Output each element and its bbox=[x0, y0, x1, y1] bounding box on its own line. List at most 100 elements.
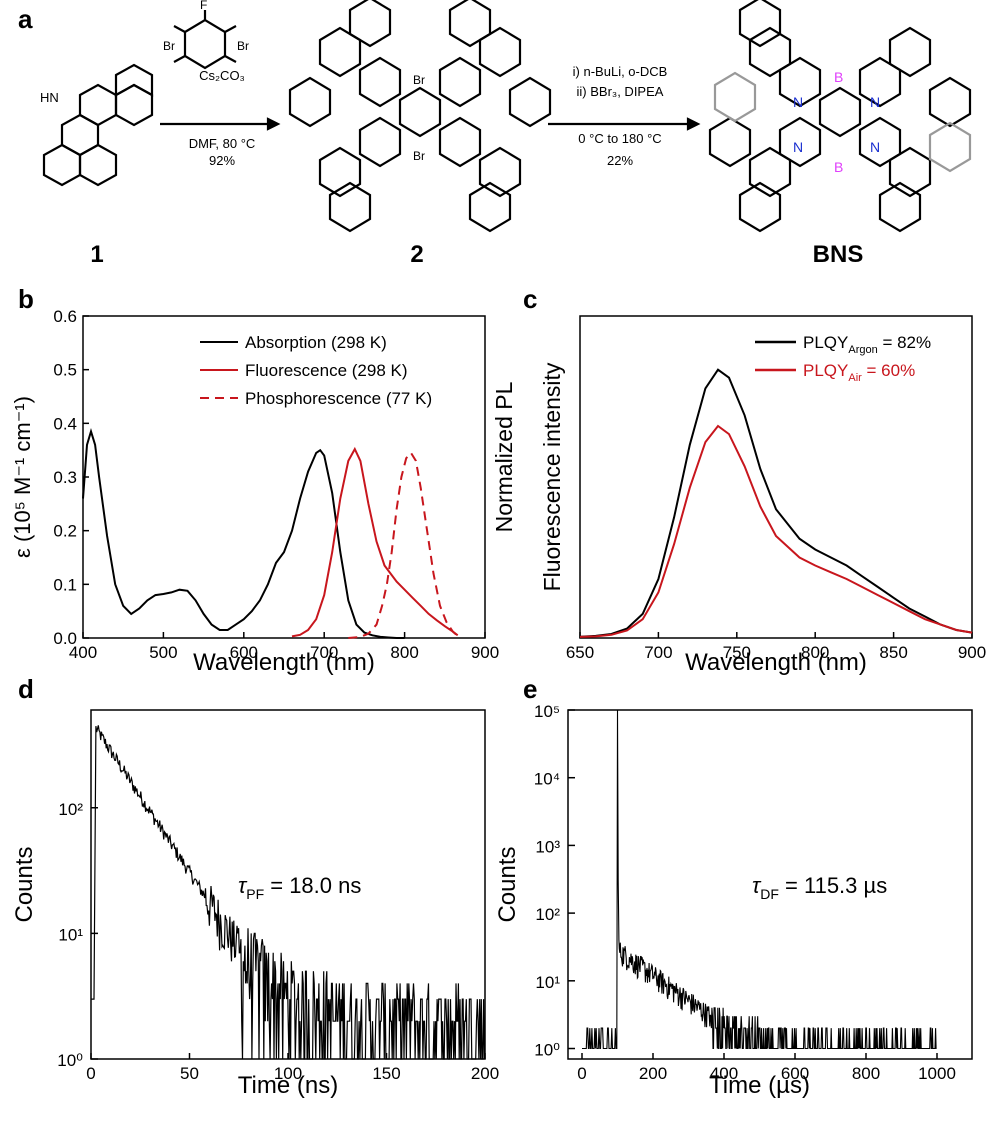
y-tick-label: 0.0 bbox=[53, 629, 77, 648]
y-axis-label: ε (10⁵ M⁻¹ cm⁻¹) bbox=[10, 396, 35, 558]
step1-base: Cs₂CO₃ bbox=[199, 68, 245, 83]
y-tick-label: 0.6 bbox=[53, 307, 77, 326]
step1-yield: 92% bbox=[209, 153, 235, 168]
x-tick-label: 100 bbox=[274, 1064, 302, 1083]
y-tick-label: 0.4 bbox=[53, 414, 77, 433]
x-axis-label: Time (ns) bbox=[238, 1072, 338, 1099]
panel-label-b: b bbox=[18, 284, 34, 314]
legend-label-2: Fluorescence (298 K) bbox=[245, 361, 408, 380]
x-tick-label: 700 bbox=[310, 643, 338, 662]
lifetime-annotation: τDF = 115.3 µs bbox=[752, 873, 887, 902]
y-tick-label: 0.2 bbox=[53, 522, 77, 541]
y-tick-label: 10⁴ bbox=[534, 770, 560, 789]
panel-e-delayed-decay: 10⁰ 10¹ 10² 10³ 10⁴ 10⁵ 0 200 400 600 800 1000 Time … bbox=[494, 702, 973, 1099]
bns-gray-rings bbox=[713, 71, 972, 173]
y-tick-label: 10² bbox=[58, 800, 83, 819]
x-tick-label: 50 bbox=[180, 1064, 199, 1083]
panel-label-a: a bbox=[18, 4, 33, 34]
y-tick-label: 0.1 bbox=[53, 575, 77, 594]
x-tick-label: 900 bbox=[471, 643, 499, 662]
bromo-label-2: Br bbox=[237, 39, 249, 53]
nh-label: HN bbox=[40, 90, 59, 105]
x-tick-label: 600 bbox=[230, 643, 258, 662]
lifetime-annotation: τPF = 18.0 ns bbox=[238, 873, 361, 902]
y-axis-label: Counts bbox=[11, 846, 38, 922]
x-tick-label: 900 bbox=[958, 643, 986, 662]
step2-yield: 22% bbox=[607, 153, 633, 168]
nitrogen-label-2: N bbox=[870, 94, 880, 110]
compound-2-br-bottom: Br bbox=[413, 149, 425, 163]
x-tick-label: 700 bbox=[644, 643, 672, 662]
nitrogen-label-1: N bbox=[793, 94, 803, 110]
series-line-2 bbox=[579, 424, 973, 638]
x-tick-label: 800 bbox=[801, 643, 829, 662]
series-line-1 bbox=[82, 427, 405, 639]
x-axis-label: Wavelength (nm) bbox=[193, 649, 375, 676]
panel-d-prompt-decay: 10⁰ 10¹ 10² 0 50 100 150 200 Time (ns) Counts τPF … bbox=[11, 709, 499, 1099]
reaction-scheme: HN F Br Br Cs₂CO₃ DMF, 80 °C 92% bbox=[40, 0, 972, 268]
step2-line3: 0 °C to 180 °C bbox=[578, 131, 661, 146]
y-tick-label: 0.3 bbox=[53, 468, 77, 487]
legend-label-1: PLQYArgon = 82% bbox=[803, 333, 931, 356]
y-tick-label: 10¹ bbox=[535, 973, 560, 992]
bns-structure bbox=[708, 0, 972, 233]
fluoro-label: F bbox=[200, 0, 207, 12]
y-tick-label: 10¹ bbox=[58, 925, 83, 944]
y-tick-label: 0.5 bbox=[53, 361, 77, 380]
x-tick-label: 0 bbox=[577, 1064, 586, 1083]
nitrogen-label-3: N bbox=[793, 139, 803, 155]
nitrogen-label-4: N bbox=[870, 139, 880, 155]
y-tick-label: 10³ bbox=[535, 837, 560, 856]
compound-label-1: 1 bbox=[90, 241, 103, 268]
x-axis-label: Time (µs) bbox=[709, 1072, 810, 1099]
step2-line1: i) n-BuLi, o-DCB bbox=[573, 64, 668, 79]
y-tick-label: 10⁰ bbox=[534, 1041, 560, 1060]
series-line-3 bbox=[348, 451, 459, 639]
step2-line2: ii) BBr₃, DIPEA bbox=[577, 84, 664, 99]
y-tick-label: 10⁵ bbox=[534, 702, 560, 721]
compound-2-br-top: Br bbox=[413, 73, 425, 87]
panel-c-fluorescence: 650 700 750 800 850 900 Wavelength (nm) Fluores… bbox=[491, 315, 986, 676]
x-tick-label: 400 bbox=[69, 643, 97, 662]
compound-label-bns: BNS bbox=[813, 241, 864, 268]
x-tick-label: 400 bbox=[710, 1064, 738, 1083]
series-line-2 bbox=[291, 446, 459, 638]
legend-label-3: Phosphorescence (77 K) bbox=[245, 389, 432, 408]
step1-conditions: DMF, 80 °C bbox=[189, 136, 256, 151]
arrow-2-head bbox=[686, 117, 701, 131]
series-line-1 bbox=[579, 368, 973, 638]
x-tick-label: 0 bbox=[86, 1064, 95, 1083]
y-axis-label: Fluorescence intensity bbox=[539, 362, 565, 591]
y-axis-label: Counts bbox=[494, 846, 521, 922]
plot-frame bbox=[567, 709, 973, 1060]
y-tick-label: 10⁰ bbox=[57, 1051, 83, 1070]
x-tick-label: 500 bbox=[149, 643, 177, 662]
x-tick-label: 800 bbox=[852, 1064, 880, 1083]
y-tick-label: 10² bbox=[535, 905, 560, 924]
x-tick-label: 150 bbox=[372, 1064, 400, 1083]
panel-label-c: c bbox=[523, 284, 537, 314]
y-axis-label-secondary: Normalized PL bbox=[491, 381, 517, 532]
x-tick-label: 200 bbox=[639, 1064, 667, 1083]
decay-trace bbox=[91, 725, 485, 1060]
x-tick-label: 800 bbox=[390, 643, 418, 662]
panel-b-absorption-emission: 0.0 0.1 0.2 0.3 0.4 0.5 0.6 400 500 600 700 800 900 W… bbox=[10, 307, 499, 676]
x-tick-label: 600 bbox=[781, 1064, 809, 1083]
x-tick-label: 200 bbox=[471, 1064, 499, 1083]
compound-2-structure bbox=[288, 0, 552, 233]
plot-frame bbox=[579, 315, 973, 639]
arrow-1-head bbox=[266, 117, 281, 131]
panel-label-d: d bbox=[18, 674, 34, 704]
x-tick-label: 1000 bbox=[918, 1064, 956, 1083]
x-tick-label: 750 bbox=[723, 643, 751, 662]
legend-label-1: Absorption (298 K) bbox=[245, 333, 387, 352]
bromo-label: Br bbox=[163, 39, 175, 53]
boron-label-bottom: B bbox=[834, 159, 843, 175]
x-tick-label: 650 bbox=[566, 643, 594, 662]
compound-1-structure bbox=[42, 63, 154, 187]
decay-trace bbox=[582, 709, 937, 1050]
x-tick-label: 850 bbox=[879, 643, 907, 662]
panel-label-e: e bbox=[523, 674, 537, 704]
legend-label-2: PLQYAir = 60% bbox=[803, 361, 915, 384]
